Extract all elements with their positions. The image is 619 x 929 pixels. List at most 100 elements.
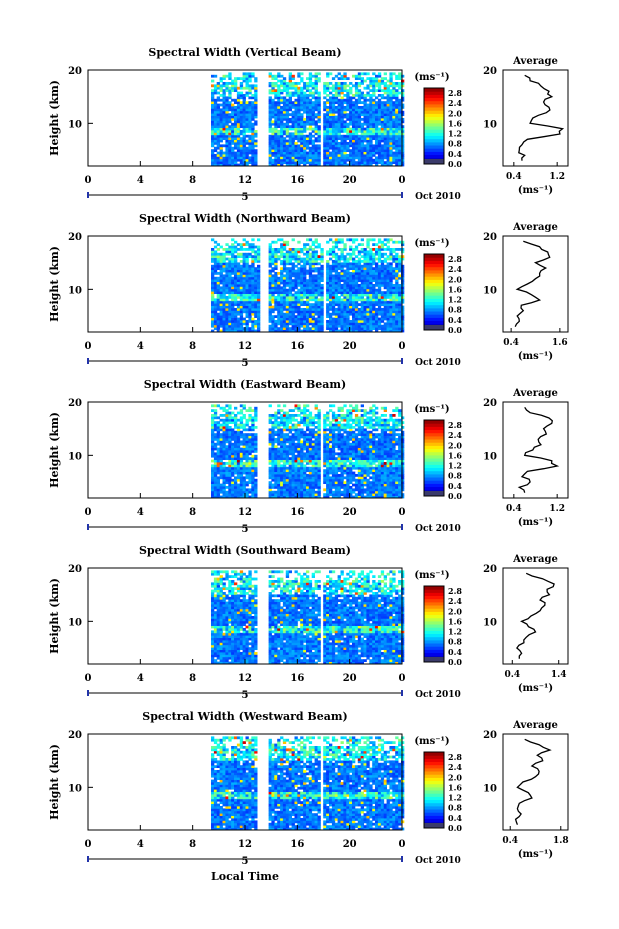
heatmap-cell bbox=[349, 255, 353, 258]
heatmap-cell bbox=[251, 137, 255, 140]
heatmap-cell bbox=[242, 457, 246, 460]
heatmap-cell bbox=[369, 288, 373, 292]
heatmap-cell bbox=[288, 139, 292, 143]
heatmap-cell bbox=[297, 96, 301, 100]
heatmap-cell bbox=[231, 481, 235, 484]
heatmap-cell bbox=[360, 106, 364, 109]
heatmap-cell bbox=[401, 281, 405, 285]
heatmap-cell bbox=[340, 103, 344, 107]
heatmap-cell bbox=[380, 151, 385, 155]
heatmap-cell bbox=[297, 146, 301, 150]
heatmap-cell bbox=[268, 163, 272, 167]
heatmap-cell bbox=[234, 279, 238, 282]
heatmap-cell bbox=[271, 469, 275, 472]
heatmap-cell bbox=[251, 490, 255, 494]
heatmap-cell bbox=[372, 320, 376, 323]
heatmap-cell bbox=[280, 320, 284, 323]
heatmap-cell bbox=[254, 329, 258, 333]
heatmap-cell bbox=[268, 442, 272, 446]
heatmap-cell bbox=[326, 139, 330, 143]
heatmap-cell bbox=[395, 308, 399, 311]
heatmap-cell bbox=[357, 158, 362, 162]
heatmap-cell bbox=[300, 291, 304, 294]
heatmap-cell bbox=[392, 156, 396, 160]
heatmap-cell bbox=[372, 89, 376, 92]
heatmap-cell bbox=[326, 163, 330, 167]
heatmap-cell bbox=[395, 163, 399, 167]
heatmap-cell bbox=[392, 257, 396, 261]
heatmap-cell bbox=[280, 486, 284, 489]
heatmap-cell bbox=[231, 127, 235, 131]
heatmap-cell bbox=[398, 132, 402, 136]
heatmap-cell bbox=[242, 469, 246, 472]
heatmap-cell bbox=[300, 286, 304, 290]
heatmap-cell bbox=[239, 293, 244, 297]
heatmap-cell bbox=[277, 113, 281, 116]
heatmap-cell bbox=[211, 281, 215, 285]
heatmap-cell bbox=[216, 315, 220, 318]
heatmap-cell bbox=[326, 106, 330, 109]
heatmap-cell bbox=[274, 272, 278, 275]
heatmap-cell bbox=[401, 255, 405, 258]
heatmap-cell bbox=[236, 442, 241, 446]
heatmap-cell bbox=[236, 426, 241, 429]
heatmap-cell bbox=[222, 127, 226, 131]
heatmap-cell bbox=[254, 151, 258, 155]
heatmap-cell bbox=[357, 115, 362, 119]
heatmap-cell bbox=[360, 161, 364, 164]
heatmap-cell bbox=[369, 142, 373, 145]
heatmap-cell bbox=[398, 267, 402, 270]
heatmap-cell bbox=[311, 324, 315, 328]
heatmap-cell bbox=[257, 269, 261, 273]
heatmap-cell bbox=[300, 260, 304, 263]
heatmap-cell bbox=[234, 454, 238, 458]
heatmap-cell bbox=[369, 269, 373, 273]
heatmap-cell bbox=[331, 149, 336, 152]
heatmap-cell bbox=[331, 77, 336, 80]
heatmap-cell bbox=[291, 296, 295, 299]
heatmap-cell bbox=[349, 322, 353, 326]
heatmap-cell bbox=[303, 291, 307, 294]
heatmap-cell bbox=[234, 452, 238, 456]
heatmap-cell bbox=[271, 113, 275, 116]
heatmap-cell bbox=[213, 327, 218, 330]
heatmap-cell bbox=[369, 120, 373, 124]
heatmap-cell bbox=[271, 276, 275, 280]
heatmap-cell bbox=[248, 298, 252, 302]
heatmap-cell bbox=[343, 77, 347, 80]
heatmap-cell bbox=[311, 274, 315, 278]
heatmap-cell bbox=[268, 101, 272, 104]
heatmap-cell bbox=[398, 248, 402, 251]
heatmap-cell bbox=[248, 106, 252, 109]
heatmap-cell bbox=[326, 296, 330, 299]
heatmap-cell bbox=[306, 293, 310, 297]
heatmap-cell bbox=[268, 459, 272, 463]
heatmap-cell bbox=[271, 471, 275, 475]
heatmap-cell bbox=[349, 279, 353, 282]
heatmap-cell bbox=[303, 262, 307, 266]
colorbar: (ms⁻¹)2.82.42.01.61.20.80.40.0 bbox=[414, 72, 462, 169]
heatmap-cell bbox=[239, 430, 244, 434]
heatmap-cell bbox=[377, 327, 382, 330]
heatmap-cell bbox=[372, 94, 376, 97]
heatmap-cell bbox=[234, 154, 238, 157]
heatmap-cell bbox=[401, 94, 405, 97]
heatmap-cell bbox=[337, 305, 341, 309]
heatmap-cell bbox=[392, 84, 396, 88]
heatmap-cell bbox=[366, 139, 370, 143]
heatmap-cell bbox=[354, 320, 359, 323]
heatmap-cell bbox=[308, 79, 313, 83]
heatmap-cell bbox=[311, 250, 315, 254]
heatmap-cell bbox=[360, 322, 364, 326]
heatmap-cell bbox=[234, 255, 238, 258]
heatmap-cell bbox=[288, 274, 292, 278]
heatmap-cell bbox=[268, 149, 272, 152]
heatmap-cell bbox=[380, 77, 385, 80]
heatmap-cell bbox=[216, 248, 220, 251]
heatmap-cell bbox=[323, 137, 327, 140]
heatmap-cell bbox=[320, 327, 324, 330]
heatmap-cell bbox=[277, 428, 281, 432]
heatmap-cell bbox=[303, 272, 307, 275]
heatmap-cell bbox=[239, 411, 244, 415]
heatmap-cell bbox=[363, 118, 367, 121]
